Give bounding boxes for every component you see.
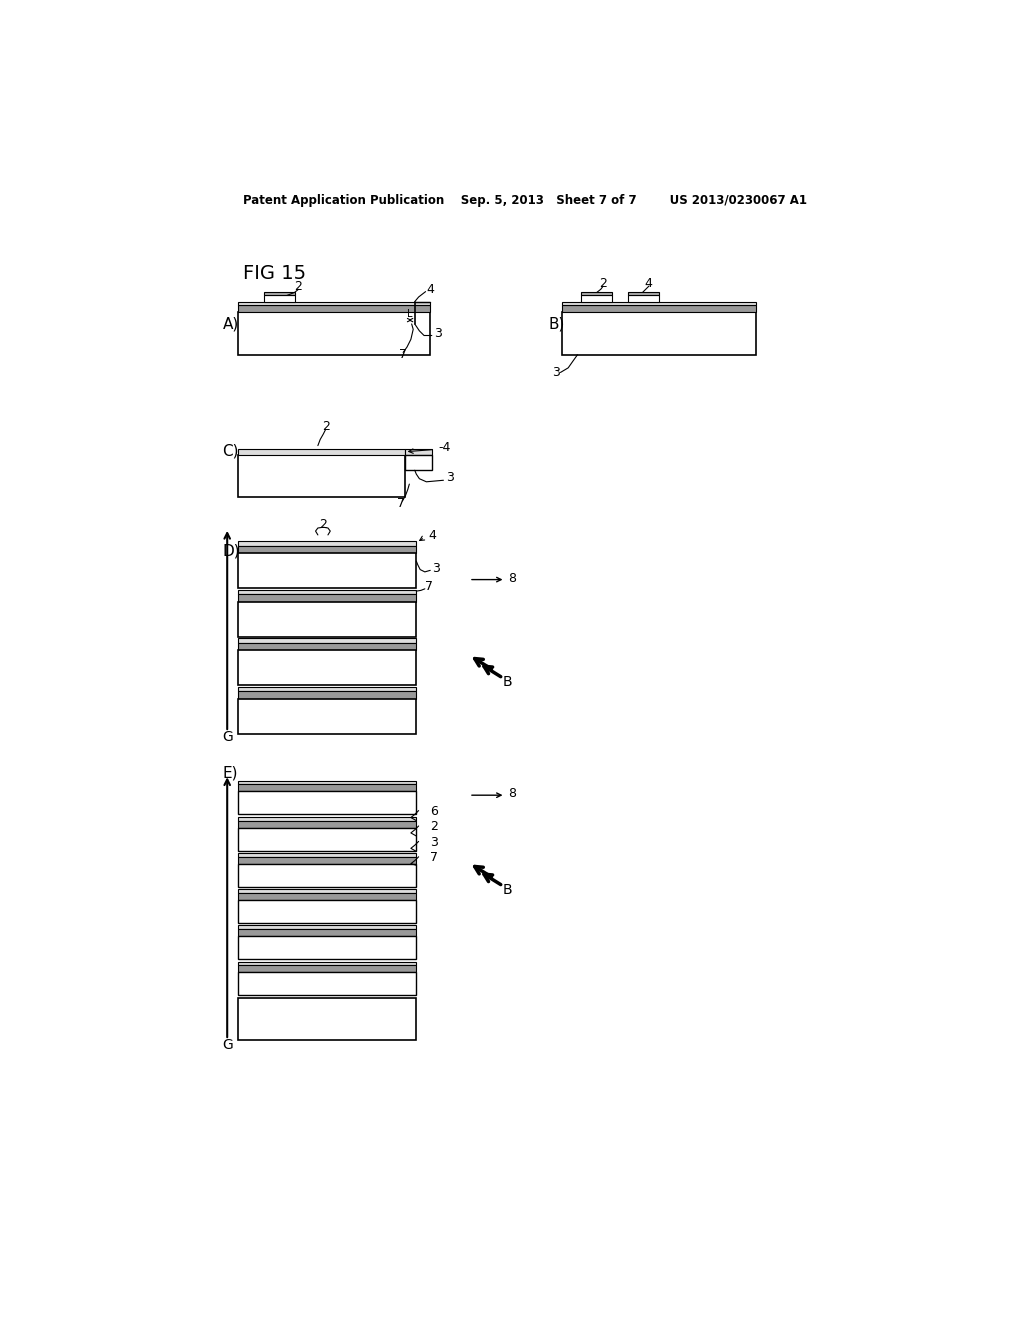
Bar	[238, 863, 417, 887]
Text: A): A)	[222, 317, 239, 331]
Bar	[238, 925, 417, 929]
Bar	[238, 965, 417, 973]
Bar	[238, 450, 404, 455]
Bar	[238, 638, 417, 643]
Text: 6: 6	[430, 805, 438, 818]
Bar	[263, 296, 295, 302]
Text: D): D)	[222, 544, 241, 558]
Bar	[238, 857, 417, 863]
Bar	[238, 900, 417, 923]
Bar	[404, 455, 432, 470]
Bar	[263, 293, 295, 296]
Bar	[238, 305, 430, 313]
Bar	[238, 890, 417, 892]
Bar	[582, 296, 612, 302]
Bar	[562, 313, 756, 355]
Text: 3: 3	[445, 471, 454, 484]
Text: 4: 4	[428, 529, 436, 543]
Bar	[238, 302, 430, 305]
Text: L: L	[408, 309, 413, 319]
Bar	[562, 302, 756, 305]
Bar	[238, 784, 417, 792]
Text: 3: 3	[552, 366, 560, 379]
Text: G: G	[222, 730, 232, 744]
Bar	[628, 296, 658, 302]
Text: C): C)	[222, 444, 239, 458]
Text: 3: 3	[434, 327, 442, 341]
Bar	[238, 973, 417, 995]
Text: 2: 2	[322, 420, 330, 433]
Bar	[238, 961, 417, 965]
Bar	[628, 293, 658, 296]
Text: Patent Application Publication    Sep. 5, 2013   Sheet 7 of 7        US 2013/023: Patent Application Publication Sep. 5, 2…	[243, 194, 807, 207]
Text: 8: 8	[508, 572, 516, 585]
Bar	[238, 553, 417, 589]
Bar	[238, 892, 417, 900]
Bar	[238, 692, 417, 700]
Text: 3: 3	[430, 836, 438, 849]
Bar	[238, 686, 417, 692]
Text: G: G	[222, 1039, 232, 1052]
Text: 2: 2	[295, 280, 302, 293]
Bar	[238, 936, 417, 960]
Text: 2: 2	[599, 277, 607, 290]
Text: 2: 2	[319, 519, 328, 532]
Bar	[238, 929, 417, 936]
Bar	[238, 828, 417, 850]
Bar	[238, 780, 417, 784]
Text: 7: 7	[399, 348, 408, 362]
Text: B: B	[503, 883, 513, 896]
Text: B): B)	[549, 317, 565, 331]
Text: 8: 8	[508, 787, 516, 800]
Text: B: B	[503, 675, 513, 689]
Bar	[562, 305, 756, 313]
Bar	[238, 602, 417, 636]
Bar	[238, 590, 417, 594]
Text: 2: 2	[430, 820, 438, 833]
Text: 7: 7	[425, 579, 433, 593]
Bar	[238, 541, 417, 545]
Bar	[404, 450, 432, 455]
Bar	[238, 455, 404, 498]
Bar	[238, 313, 430, 355]
Text: 4: 4	[645, 277, 652, 290]
Text: E): E)	[222, 766, 238, 780]
Text: 4: 4	[426, 282, 434, 296]
Bar	[238, 651, 417, 685]
Text: -4: -4	[438, 441, 451, 454]
Bar	[238, 998, 417, 1040]
Bar	[238, 821, 417, 828]
Text: 3: 3	[432, 561, 440, 574]
Bar	[238, 643, 417, 651]
Bar	[238, 817, 417, 821]
Text: 7: 7	[397, 496, 404, 510]
Bar	[238, 594, 417, 602]
Bar	[238, 853, 417, 857]
Bar	[238, 545, 417, 553]
Bar	[582, 293, 612, 296]
Text: FIG 15: FIG 15	[243, 264, 306, 284]
Text: 7: 7	[430, 851, 438, 865]
Bar	[238, 700, 417, 734]
Bar	[238, 792, 417, 814]
